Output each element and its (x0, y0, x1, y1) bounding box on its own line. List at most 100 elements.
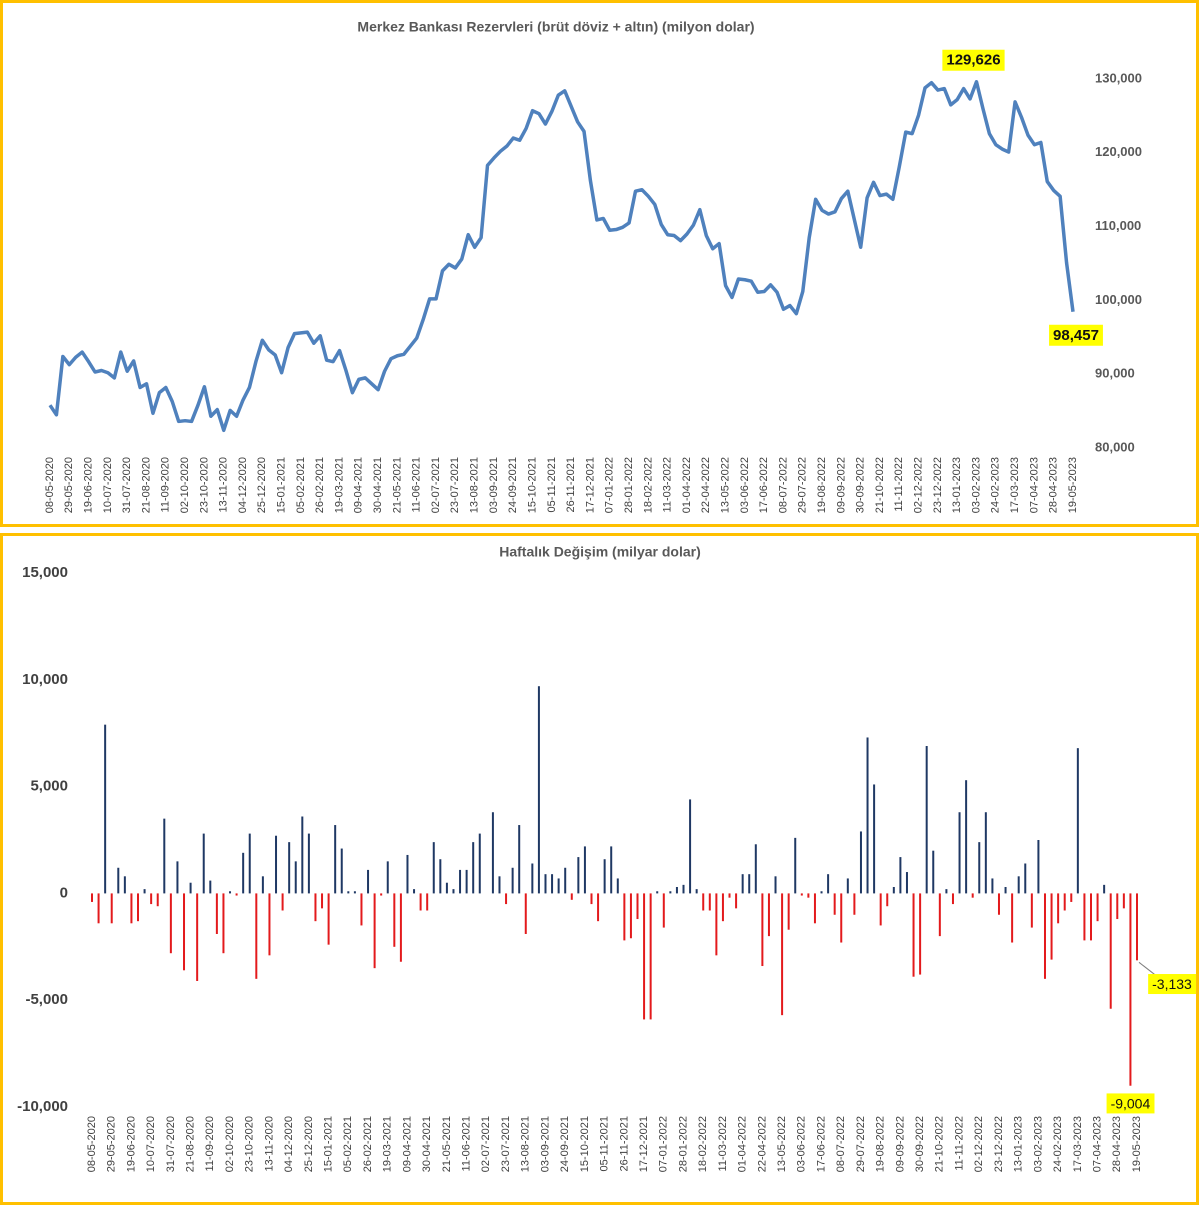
x-tick-label: 13-11-2020 (263, 1116, 275, 1171)
bar (748, 874, 751, 894)
bar (91, 893, 93, 902)
bar (393, 893, 396, 947)
bar (1070, 893, 1073, 902)
bar (518, 825, 521, 894)
bar (137, 893, 140, 922)
bar (1043, 893, 1046, 979)
x-tick-label: 21-10-2022 (934, 1116, 946, 1172)
bar (905, 872, 908, 894)
value-label-group: 98,457 (1049, 324, 1103, 346)
x-tick-label: 01-04-2022 (737, 1116, 749, 1172)
x-tick-label: 03-09-2021 (539, 1116, 551, 1172)
chart-title: Merkez Bankası Rezervleri (brüt döviz + … (357, 19, 754, 35)
bar (347, 891, 350, 894)
bar (767, 893, 770, 937)
bar (1136, 893, 1138, 961)
bar (656, 891, 659, 894)
bar (1030, 893, 1033, 928)
x-tick-label: 19-03-2021 (382, 1116, 394, 1172)
bar (426, 893, 429, 911)
bar (353, 891, 356, 894)
x-tick-label: 09-09-2022 (894, 1116, 906, 1172)
x-tick-label: 24-09-2021 (507, 457, 519, 513)
bar (248, 833, 251, 894)
bar (110, 893, 113, 924)
bar (1050, 893, 1053, 960)
x-tick-label: 23-07-2021 (449, 457, 461, 513)
x-tick-label: 17-12-2021 (584, 457, 596, 513)
bar (1109, 893, 1112, 1009)
bar (104, 724, 107, 894)
bar (754, 844, 757, 894)
bar (853, 893, 856, 915)
bar (1116, 893, 1119, 920)
value-label: -9,004 (1111, 1095, 1151, 1111)
x-tick-label: 11-06-2021 (461, 1116, 473, 1171)
bar (997, 893, 1000, 915)
bar (1011, 893, 1014, 943)
panel-border (0, 533, 1199, 1205)
bar (150, 893, 153, 905)
value-label-group: -9,004 (1106, 1093, 1155, 1114)
x-tick-label: 29-05-2020 (106, 1116, 118, 1172)
bar (196, 893, 199, 981)
bar (932, 850, 935, 894)
x-tick-label: 30-09-2022 (855, 457, 867, 513)
bar (886, 893, 889, 907)
x-tick-label: 19-05-2023 (1067, 457, 1079, 513)
bar (261, 876, 264, 894)
value-label-background (942, 49, 1005, 71)
x-tick-label: 11-11-2022 (893, 457, 905, 512)
x-tick-label: 03-02-2023 (970, 457, 982, 513)
bar (702, 893, 705, 911)
bar (544, 874, 547, 894)
y-tick-label: -5,000 (25, 991, 68, 1008)
bar (629, 893, 632, 939)
bar (649, 893, 652, 1020)
bar (800, 893, 803, 896)
bar (367, 869, 370, 894)
bar (774, 876, 777, 894)
x-tick-label: 08-07-2022 (777, 457, 789, 513)
x-tick-label: 26-02-2021 (362, 1116, 374, 1172)
x-tick-label: 26-11-2021 (565, 457, 577, 512)
bar (130, 893, 133, 924)
x-tick-label: 13-05-2022 (776, 1116, 788, 1172)
leader-line (1138, 961, 1158, 977)
x-tick-label: 07-04-2023 (1028, 457, 1040, 513)
bar (813, 893, 816, 924)
bar (307, 833, 310, 894)
x-tick-label: 10-07-2020 (145, 1116, 157, 1172)
x-tick-label: 30-09-2022 (914, 1116, 926, 1172)
x-tick-label: 26-11-2021 (618, 1116, 630, 1171)
bar (761, 893, 764, 967)
bar (439, 859, 442, 894)
x-tick-label: 02-12-2022 (973, 1116, 985, 1172)
value-label: 98,457 (1053, 327, 1099, 344)
x-tick-label: 03-02-2023 (1032, 1116, 1044, 1172)
y-tick-label: 10,000 (22, 671, 68, 688)
x-tick-label: 19-08-2022 (816, 457, 828, 513)
bar (919, 893, 922, 975)
x-tick-label: 08-05-2020 (86, 1116, 98, 1172)
bar (827, 874, 830, 894)
bar (833, 893, 836, 915)
bar (787, 893, 790, 930)
bar (892, 886, 895, 894)
bar (984, 812, 987, 894)
bar (97, 893, 100, 924)
bar (551, 874, 554, 894)
x-tick-label: 13-08-2021 (520, 1116, 532, 1172)
y-tick-label: -10,000 (17, 1098, 68, 1115)
x-tick-label: 23-10-2020 (244, 1116, 256, 1172)
bar (938, 893, 941, 937)
value-label-group: 129,626 (942, 49, 1005, 71)
x-tick-label: 29-07-2022 (855, 1116, 867, 1172)
bar (590, 893, 593, 905)
y-tick-label: 5,000 (30, 778, 68, 795)
x-tick-label: 13-01-2023 (1013, 1116, 1025, 1172)
x-tick-label: 15-01-2021 (276, 457, 288, 513)
bar (1076, 748, 1079, 894)
bar (945, 889, 948, 894)
bar (1017, 876, 1020, 894)
